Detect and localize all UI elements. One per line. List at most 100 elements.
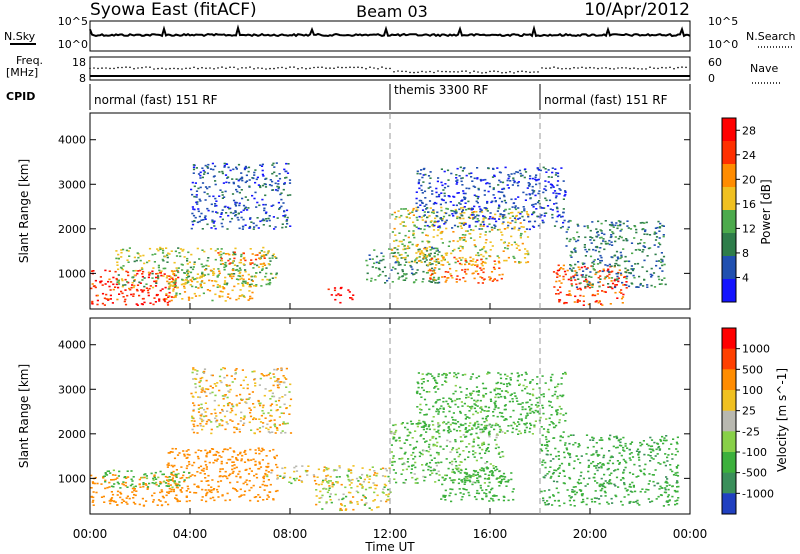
range-cell [556, 273, 559, 276]
range-cell [366, 474, 369, 476]
range-cell [238, 402, 241, 404]
range-cell [333, 287, 337, 289]
range-cell [404, 225, 407, 227]
range-cell [577, 225, 580, 227]
range-cell [658, 488, 661, 490]
range-cell [637, 456, 641, 459]
range-cell [201, 274, 204, 277]
range-cell [442, 448, 445, 450]
range-cell [338, 294, 341, 297]
range-cell [307, 465, 310, 467]
range-cell [570, 284, 574, 287]
range-cell [545, 453, 548, 456]
range-cell [534, 176, 537, 178]
range-cell [568, 292, 571, 295]
range-cell [237, 473, 240, 475]
range-cell [545, 438, 548, 441]
range-cell [191, 277, 194, 280]
range-cell [203, 408, 206, 411]
range-cell [222, 398, 225, 400]
range-cell [494, 447, 497, 450]
range-cell [205, 415, 208, 417]
range-cell [256, 264, 259, 267]
range-cell [200, 418, 203, 421]
range-cell [458, 398, 461, 400]
range-cell [201, 228, 204, 230]
range-cell [625, 281, 628, 283]
range-cell [506, 247, 509, 250]
range-cell [235, 368, 238, 370]
range-cell [185, 477, 188, 479]
range-cell [662, 442, 665, 445]
range-cell [425, 259, 428, 261]
range-cell [388, 277, 391, 280]
range-cell [190, 227, 193, 230]
range-cell [461, 237, 464, 239]
range-cell [204, 449, 207, 452]
range-cell [482, 179, 485, 181]
range-cell [272, 204, 275, 207]
range-cell [419, 173, 422, 175]
range-cell [214, 183, 217, 186]
range-cell [497, 256, 501, 259]
range-cell [524, 423, 527, 426]
range-cell [441, 374, 444, 376]
range-cell [558, 405, 561, 408]
range-cell [429, 281, 432, 283]
range-cell [438, 193, 441, 196]
range-cell [610, 241, 613, 243]
nave-point [465, 70, 467, 72]
range-cell [215, 200, 218, 202]
nave-point [213, 68, 215, 70]
range-cell [242, 226, 245, 228]
range-cell [473, 205, 476, 208]
range-cell [461, 184, 464, 186]
range-cell [646, 255, 649, 257]
range-cell [445, 279, 448, 282]
range-cell [269, 431, 272, 434]
range-cell [173, 261, 176, 264]
range-cell [594, 294, 597, 297]
range-cell [254, 258, 258, 261]
range-cell [648, 480, 651, 482]
range-cell [154, 253, 157, 255]
range-cell [397, 245, 400, 247]
range-cell [253, 417, 256, 419]
range-cell [576, 274, 579, 277]
range-cell [421, 453, 424, 456]
range-cell [676, 486, 679, 488]
range-cell [423, 211, 426, 213]
range-cell [486, 447, 490, 449]
range-cell [221, 286, 224, 288]
range-cell [444, 489, 447, 492]
range-cell [573, 460, 576, 462]
range-cell [556, 180, 560, 182]
range-cell [531, 185, 534, 188]
range-cell [203, 274, 207, 276]
range-cell [142, 482, 145, 484]
range-cell [267, 465, 270, 468]
range-cell [431, 248, 434, 250]
range-cell [495, 422, 498, 425]
range-cell [232, 253, 235, 255]
range-cell [223, 415, 227, 418]
range-cell [569, 238, 572, 241]
range-cell [417, 206, 420, 209]
range-cell [646, 443, 649, 445]
range-cell [395, 439, 398, 442]
nave-point [369, 66, 371, 68]
nave-point [485, 71, 487, 74]
range-cell [214, 280, 217, 282]
range-cell [372, 482, 375, 484]
range-cell [199, 284, 202, 286]
range-cell [555, 220, 558, 223]
range-cell [487, 190, 490, 193]
range-cell [268, 372, 272, 374]
range-cell [455, 210, 458, 212]
range-cell [248, 489, 251, 492]
range-cell [320, 496, 323, 499]
range-cell [613, 470, 616, 472]
range-cell [440, 192, 443, 194]
range-cell [174, 448, 177, 450]
range-cell [221, 295, 224, 298]
